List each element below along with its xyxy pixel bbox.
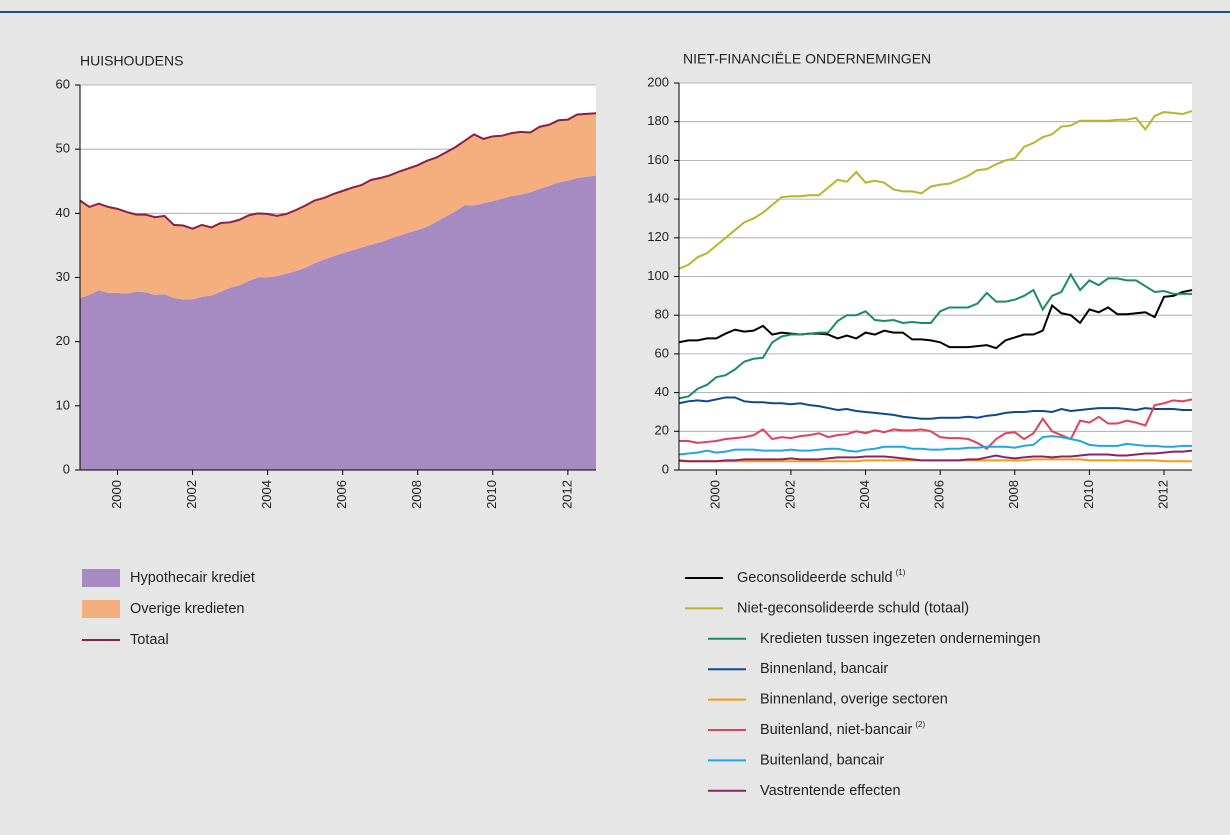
legend-name: Overige kredieten	[130, 601, 244, 617]
y-tick-label: 40	[655, 384, 669, 399]
y-tick-label: 180	[647, 113, 669, 128]
y-tick-label: 40	[56, 205, 70, 220]
legend-label: Geconsolideerde schuld (1)	[737, 568, 906, 586]
line	[678, 272, 1192, 400]
y-tick-label: 20	[655, 423, 669, 438]
legend-label: Binnenland, overige sectoren	[760, 691, 948, 707]
legend-name: Hypothecair krediet	[130, 570, 255, 586]
x-tick-label: 2008	[1006, 480, 1021, 509]
line	[679, 398, 1193, 450]
line	[678, 396, 1192, 420]
legend-name: Kredieten tussen ingezeten ondernemingen	[760, 631, 1041, 647]
legend-label: Buitenland, bancair	[760, 752, 884, 768]
line	[678, 435, 1192, 456]
y-tick-label: 0	[63, 461, 70, 476]
legend-label: Hypothecair krediet	[130, 570, 255, 586]
x-tick-label: 2008	[409, 480, 424, 509]
legend-swatch	[82, 569, 120, 587]
legend-name: Binnenland, overige sectoren	[760, 691, 948, 707]
x-tick-label: 2010	[484, 480, 499, 509]
line	[79, 112, 597, 230]
legend-name: Niet-geconsolideerde schuld (totaal)	[737, 600, 969, 616]
y-tick-label: 60	[655, 345, 669, 360]
area	[80, 113, 596, 300]
legend-name: Totaal	[130, 632, 169, 648]
legend-label: Binnenland, bancair	[760, 661, 888, 677]
x-tick-label: 2004	[259, 480, 274, 509]
y-tick-label: 50	[56, 141, 70, 156]
y-tick-label: 0	[662, 461, 669, 476]
legend-name: Binnenland, bancair	[760, 661, 888, 677]
y-tick-label: 120	[647, 229, 669, 244]
chart-title: NIET-FINANCIËLE ONDERNEMINGEN	[683, 51, 931, 67]
legend-name: Buitenland, niet-bancair	[760, 722, 913, 738]
x-tick-label: 2002	[184, 480, 199, 509]
chart-title: HUISHOUDENS	[80, 53, 183, 69]
line	[678, 110, 1193, 270]
legend-name: Vastrentende effecten	[760, 783, 901, 799]
x-tick-label: 2002	[782, 480, 797, 509]
line	[678, 449, 1193, 463]
y-tick-label: 100	[647, 268, 669, 283]
y-tick-label: 20	[56, 333, 70, 348]
x-tick-label: 2006	[932, 480, 947, 509]
y-tick-label: 140	[647, 191, 669, 206]
y-tick-label: 10	[56, 397, 70, 412]
legend-swatch	[82, 600, 120, 618]
x-tick-label: 2012	[1155, 480, 1170, 509]
x-tick-label: 2012	[559, 480, 574, 509]
legend-label: Buitenland, niet-bancair (2)	[760, 720, 925, 738]
y-tick-label: 80	[655, 307, 669, 322]
y-tick-label: 160	[647, 152, 669, 167]
top-rule	[0, 11, 1230, 13]
x-tick-label: 2004	[857, 480, 872, 509]
legend-superscript: (2)	[915, 720, 925, 729]
legend-superscript: (1)	[896, 568, 906, 577]
line	[678, 289, 1193, 350]
legend-name: Buitenland, bancair	[760, 752, 884, 768]
legend-name: Geconsolideerde schuld	[737, 570, 893, 586]
x-tick-label: 2006	[334, 480, 349, 509]
y-tick-label: 200	[647, 74, 669, 89]
legend-label: Niet-geconsolideerde schuld (totaal)	[737, 600, 969, 616]
x-tick-label: 2000	[708, 480, 723, 509]
y-tick-label: 30	[56, 269, 70, 284]
legend-label: Vastrentende effecten	[760, 783, 901, 799]
x-tick-label: 2000	[109, 480, 124, 509]
x-tick-label: 2010	[1081, 480, 1096, 509]
area	[80, 175, 596, 470]
legend-label: Totaal	[130, 632, 169, 648]
legend-label: Overige kredieten	[130, 601, 244, 617]
y-tick-label: 60	[56, 76, 70, 91]
legend-label: Kredieten tussen ingezeten ondernemingen	[760, 631, 1041, 647]
